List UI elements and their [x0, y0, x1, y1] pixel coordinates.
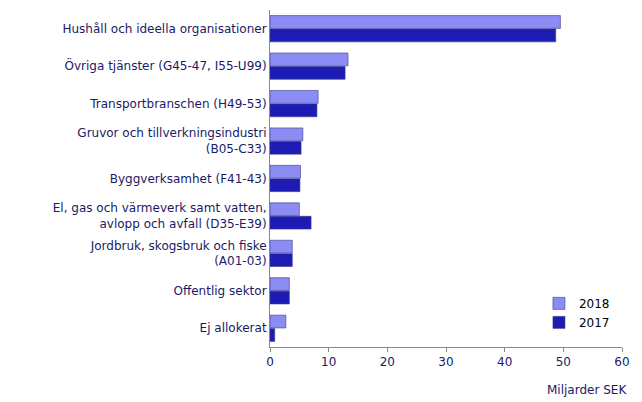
svg-text:2017: 2017 [579, 316, 610, 330]
svg-text:Offentlig sektor: Offentlig sektor [174, 284, 267, 298]
svg-text:20: 20 [380, 355, 395, 369]
svg-text:30: 30 [438, 355, 453, 369]
svg-text:Hushåll och ideella organisati: Hushåll och ideella organisationer [62, 22, 266, 36]
svg-text:2018: 2018 [579, 297, 610, 311]
svg-text:50: 50 [556, 355, 571, 369]
svg-text:40: 40 [497, 355, 512, 369]
svg-text:60: 60 [614, 355, 629, 369]
svg-text:Ej allokerat: Ej allokerat [200, 321, 267, 335]
svg-text:Jordbruk, skogsbruk och fiske(: Jordbruk, skogsbruk och fiske(A01-03) [90, 239, 267, 269]
svg-text:Övriga tjänster (G45-47, I55-U: Övriga tjänster (G45-47, I55-U99) [65, 57, 267, 73]
svg-text:Miljarder SEK: Miljarder SEK [547, 383, 627, 397]
svg-text:10: 10 [321, 355, 336, 369]
svg-text:Transportbranschen (H49-53): Transportbranschen (H49-53) [89, 97, 266, 111]
svg-text:Gruvor och tillverkningsindust: Gruvor och tillverkningsindustri(B05-C33… [77, 126, 266, 156]
svg-text:El, gas och värmeverk samt vat: El, gas och värmeverk samt vatten,avlopp… [53, 201, 267, 231]
svg-text:0: 0 [266, 355, 274, 369]
svg-text:Byggverksamhet (F41-43): Byggverksamhet (F41-43) [110, 172, 267, 186]
